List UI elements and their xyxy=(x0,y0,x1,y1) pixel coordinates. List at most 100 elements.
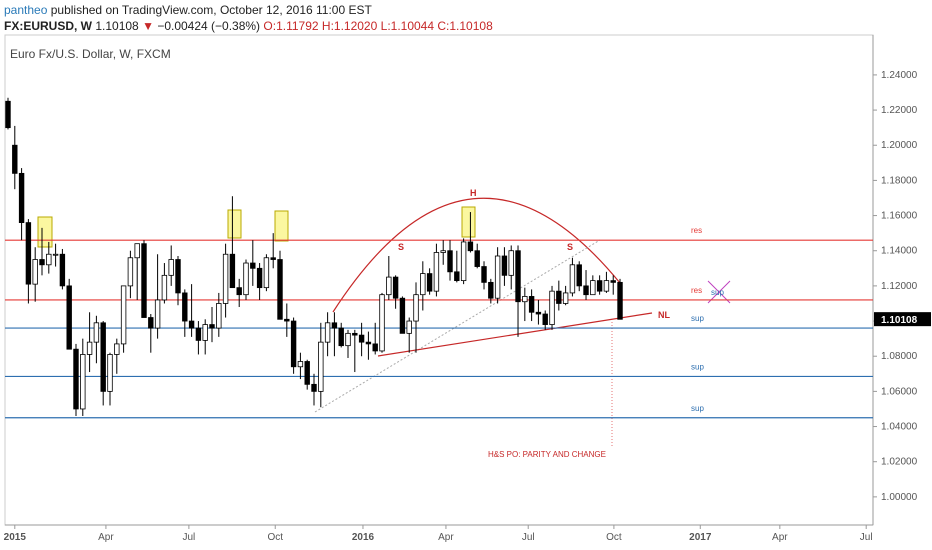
y-tick-label: 1.16000 xyxy=(881,211,918,222)
candle-body xyxy=(583,285,589,296)
arrow: ▼ xyxy=(142,19,154,33)
highlight-box xyxy=(461,206,476,238)
ohlc: H:1.12020 xyxy=(321,19,378,33)
candle-body xyxy=(5,100,11,129)
candle-body xyxy=(311,383,317,392)
y-tick-label: 1.08000 xyxy=(881,351,918,362)
candle-body xyxy=(188,320,195,329)
candle-body xyxy=(426,273,433,292)
y-tick-label: 1.00000 xyxy=(881,492,918,503)
candle-body xyxy=(80,354,86,410)
candle-body xyxy=(494,255,501,299)
x-tick-label: Oct xyxy=(267,532,283,543)
y-tick-label: 1.20000 xyxy=(881,140,918,151)
candle-body xyxy=(610,280,616,283)
candle-body xyxy=(66,285,72,350)
trend-dotted xyxy=(314,239,601,413)
publish-line: pantheo published on TradingView.com, Oc… xyxy=(4,2,493,18)
x-tick-label: 2016 xyxy=(352,532,375,543)
y-tick-label: 1.12000 xyxy=(881,281,918,292)
candle-body xyxy=(182,292,188,322)
candle-body xyxy=(596,280,603,292)
candle-body xyxy=(100,322,106,392)
neckline xyxy=(377,312,653,357)
candle-body xyxy=(39,259,45,266)
x-tick-label: Apr xyxy=(98,532,114,543)
level-label: sup xyxy=(691,314,704,323)
ohlc: C:1.10108 xyxy=(437,19,493,33)
candle-body xyxy=(508,250,514,276)
candle-body xyxy=(352,332,358,336)
x-tick-label: Apr xyxy=(438,532,454,543)
candle-body xyxy=(590,280,596,296)
candle-body xyxy=(413,294,419,322)
highlight-box xyxy=(274,210,289,242)
candle-body xyxy=(522,296,528,303)
candle-body xyxy=(134,243,140,259)
drawings xyxy=(5,197,873,448)
candle-body xyxy=(73,348,79,410)
candle-body xyxy=(345,332,351,347)
chart-title: Euro Fx/U.S. Dollar, W, FXCM xyxy=(10,47,171,61)
x-tick-label: Jul xyxy=(522,532,535,543)
y-tick-label: 1.02000 xyxy=(881,457,918,468)
candle-body xyxy=(161,274,168,301)
candle-body xyxy=(284,318,290,322)
candle-body xyxy=(229,253,236,289)
candle-body xyxy=(120,285,127,345)
ohlc: O:1.11792 xyxy=(263,19,319,33)
candle-body xyxy=(318,341,324,392)
candle-body xyxy=(93,322,100,343)
candle-body xyxy=(256,267,263,289)
candle-body xyxy=(324,322,331,343)
x-tick-label: 2017 xyxy=(689,532,712,543)
candle-body xyxy=(372,343,378,352)
y-tick-label: 1.04000 xyxy=(881,422,918,433)
candle-body xyxy=(168,259,174,276)
last-price-tag xyxy=(874,312,931,327)
candle-body xyxy=(474,250,480,267)
candle-body xyxy=(195,327,202,341)
level-label: sup xyxy=(691,362,704,371)
candle-body xyxy=(114,343,120,355)
candle-body xyxy=(386,276,392,296)
candle-body xyxy=(304,361,310,385)
quote-line: FX:EURUSD, W 1.10108 ▼ −0.00424 (−0.38%)… xyxy=(4,18,493,34)
candle-body xyxy=(59,253,66,287)
candle-body xyxy=(18,172,25,223)
candle-body xyxy=(25,222,32,285)
candle-body xyxy=(297,361,304,368)
symbol: FX:EURUSD, W xyxy=(4,19,92,33)
candle-body xyxy=(358,334,365,343)
highlight-box xyxy=(227,209,242,239)
candle-body xyxy=(365,341,372,345)
x-tick-label: 2015 xyxy=(4,532,27,543)
candle-body xyxy=(127,257,134,287)
level-label: res xyxy=(691,226,702,235)
level-label: res xyxy=(691,286,702,295)
candle-body xyxy=(86,341,93,355)
x-tick-label: Oct xyxy=(606,532,622,543)
last-price-label: 1.10108 xyxy=(881,315,918,326)
candle-body xyxy=(46,253,52,266)
candle-body xyxy=(556,290,562,304)
candle-body xyxy=(148,317,154,329)
candle-body xyxy=(202,324,208,341)
candle-body xyxy=(501,255,508,276)
candle-body xyxy=(617,281,623,320)
highlight-box xyxy=(37,216,53,248)
candle-body xyxy=(392,276,399,299)
x-tick-label: Jul xyxy=(860,532,873,543)
cross xyxy=(707,280,731,304)
candle-body xyxy=(236,287,242,296)
candle-body xyxy=(406,320,412,334)
candle-body xyxy=(52,253,59,256)
candle-body xyxy=(331,322,338,329)
candle-body xyxy=(454,271,460,282)
published: published on TradingView.com, October 12… xyxy=(50,3,372,17)
ohlc: L:1.10044 xyxy=(380,19,435,33)
candle-body xyxy=(481,266,487,283)
head-arc xyxy=(332,197,621,313)
candle-body xyxy=(549,290,555,325)
